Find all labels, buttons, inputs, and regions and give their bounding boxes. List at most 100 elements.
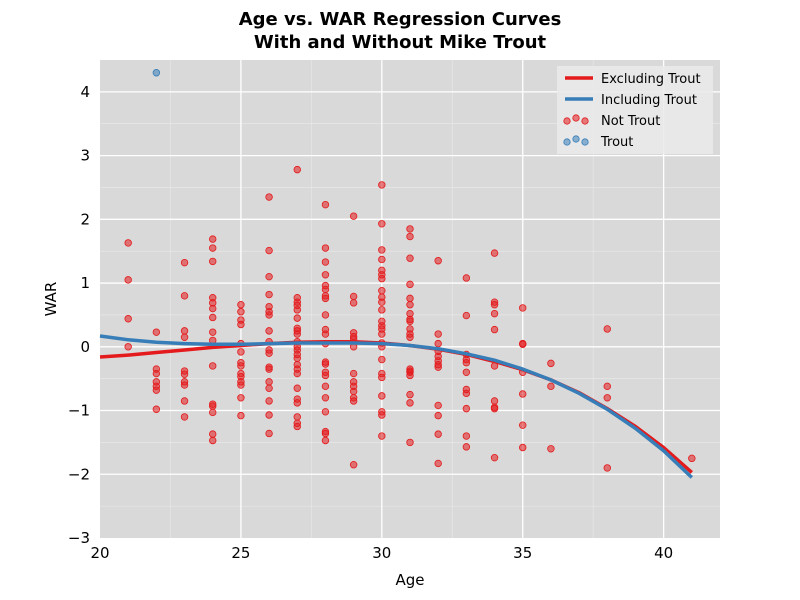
not-trout-point <box>349 387 358 396</box>
y-tick-label: 2 <box>80 210 90 228</box>
not-trout-point <box>265 384 273 392</box>
not-trout-point <box>434 363 442 371</box>
not-trout-point <box>237 301 245 309</box>
not-trout-point <box>378 298 386 306</box>
not-trout-point <box>321 429 330 438</box>
not-trout-point <box>321 200 330 209</box>
not-trout-point <box>180 327 189 335</box>
not-trout-point <box>519 304 527 312</box>
x-tick-label: 20 <box>90 544 109 562</box>
not-trout-point <box>406 317 414 326</box>
not-trout-point <box>321 436 330 445</box>
not-trout-point <box>349 461 358 469</box>
not-trout-point <box>519 390 527 398</box>
not-trout-point <box>321 371 330 380</box>
not-trout-point <box>265 272 273 281</box>
not-trout-point <box>490 325 499 334</box>
not-trout-point <box>237 381 245 389</box>
not-trout-point <box>378 432 386 440</box>
not-trout-point <box>265 365 273 373</box>
not-trout-point <box>209 430 217 438</box>
not-trout-point <box>378 246 386 254</box>
not-trout-point <box>378 373 386 382</box>
legend-trout-swatch <box>581 138 589 146</box>
not-trout-point <box>293 369 301 378</box>
not-trout-point <box>462 368 471 376</box>
not-trout-point <box>688 454 696 463</box>
legend: Excluding Trout Including Trout Not Trout T… <box>557 66 713 154</box>
not-trout-point <box>434 411 442 420</box>
not-trout-point <box>209 257 217 266</box>
not-trout-point <box>180 333 189 341</box>
not-trout-point <box>152 386 161 394</box>
not-trout-point <box>209 402 217 410</box>
not-trout-point <box>209 304 217 313</box>
not-trout-point <box>519 340 527 348</box>
not-trout-point <box>406 294 414 303</box>
not-trout-point <box>378 220 386 228</box>
legend-not-trout-swatch <box>572 114 580 122</box>
not-trout-point <box>293 399 301 407</box>
not-trout-point <box>434 257 442 265</box>
legend-not-trout-swatch <box>581 117 589 125</box>
not-trout-point <box>265 311 273 319</box>
y-axis-label: WAR <box>42 282 60 317</box>
not-trout-point <box>124 343 132 351</box>
not-trout-point <box>152 405 161 413</box>
not-trout-point <box>265 193 273 201</box>
not-trout-point <box>321 394 330 402</box>
not-trout-point <box>237 348 245 356</box>
not-trout-point <box>378 355 386 364</box>
not-trout-point <box>547 359 555 368</box>
not-trout-point <box>378 255 386 264</box>
not-trout-point <box>462 274 471 282</box>
not-trout-point <box>321 294 330 303</box>
not-trout-point <box>406 301 414 309</box>
legend-not-trout-label: Not Trout <box>601 114 660 129</box>
not-trout-point <box>293 384 301 392</box>
not-trout-point <box>462 359 471 367</box>
not-trout-point <box>547 382 555 391</box>
not-trout-point <box>237 411 245 420</box>
not-trout-point <box>180 258 189 267</box>
not-trout-point <box>180 370 189 378</box>
not-trout-point <box>209 408 217 417</box>
not-trout-point <box>321 311 330 319</box>
not-trout-point <box>462 432 471 440</box>
legend-trout-label: Trout <box>600 135 633 150</box>
not-trout-point <box>349 369 358 378</box>
not-trout-point <box>293 314 301 322</box>
y-tick-label: −3 <box>68 529 90 547</box>
not-trout-point <box>406 280 414 289</box>
legend-including-label: Including Trout <box>601 93 697 108</box>
not-trout-point <box>124 276 132 284</box>
not-trout-point <box>490 249 499 257</box>
not-trout-point <box>603 382 611 391</box>
not-trout-point <box>209 362 217 370</box>
not-trout-point <box>293 330 301 338</box>
not-trout-point <box>180 292 189 300</box>
not-trout-point <box>406 254 414 262</box>
not-trout-point <box>321 360 330 368</box>
x-axis-label: Age <box>395 571 424 589</box>
not-trout-point <box>434 401 442 410</box>
x-tick-label: 30 <box>372 544 391 562</box>
chart-title-line1: Age vs. WAR Regression Curves <box>238 9 562 30</box>
not-trout-point <box>152 369 161 378</box>
not-trout-point <box>265 378 273 386</box>
not-trout-point <box>265 411 273 419</box>
not-trout-point <box>490 397 499 405</box>
not-trout-point <box>293 413 301 421</box>
not-trout-point <box>237 362 245 370</box>
not-trout-point <box>209 244 217 252</box>
not-trout-point <box>490 309 499 318</box>
not-trout-point <box>349 397 358 405</box>
not-trout-point <box>265 327 273 335</box>
legend-excluding-label: Excluding Trout <box>601 72 701 87</box>
not-trout-point <box>293 422 301 431</box>
not-trout-point <box>490 301 499 309</box>
not-trout-point <box>124 239 132 247</box>
not-trout-point <box>321 285 330 294</box>
not-trout-point <box>406 438 414 447</box>
not-trout-point <box>378 392 386 400</box>
